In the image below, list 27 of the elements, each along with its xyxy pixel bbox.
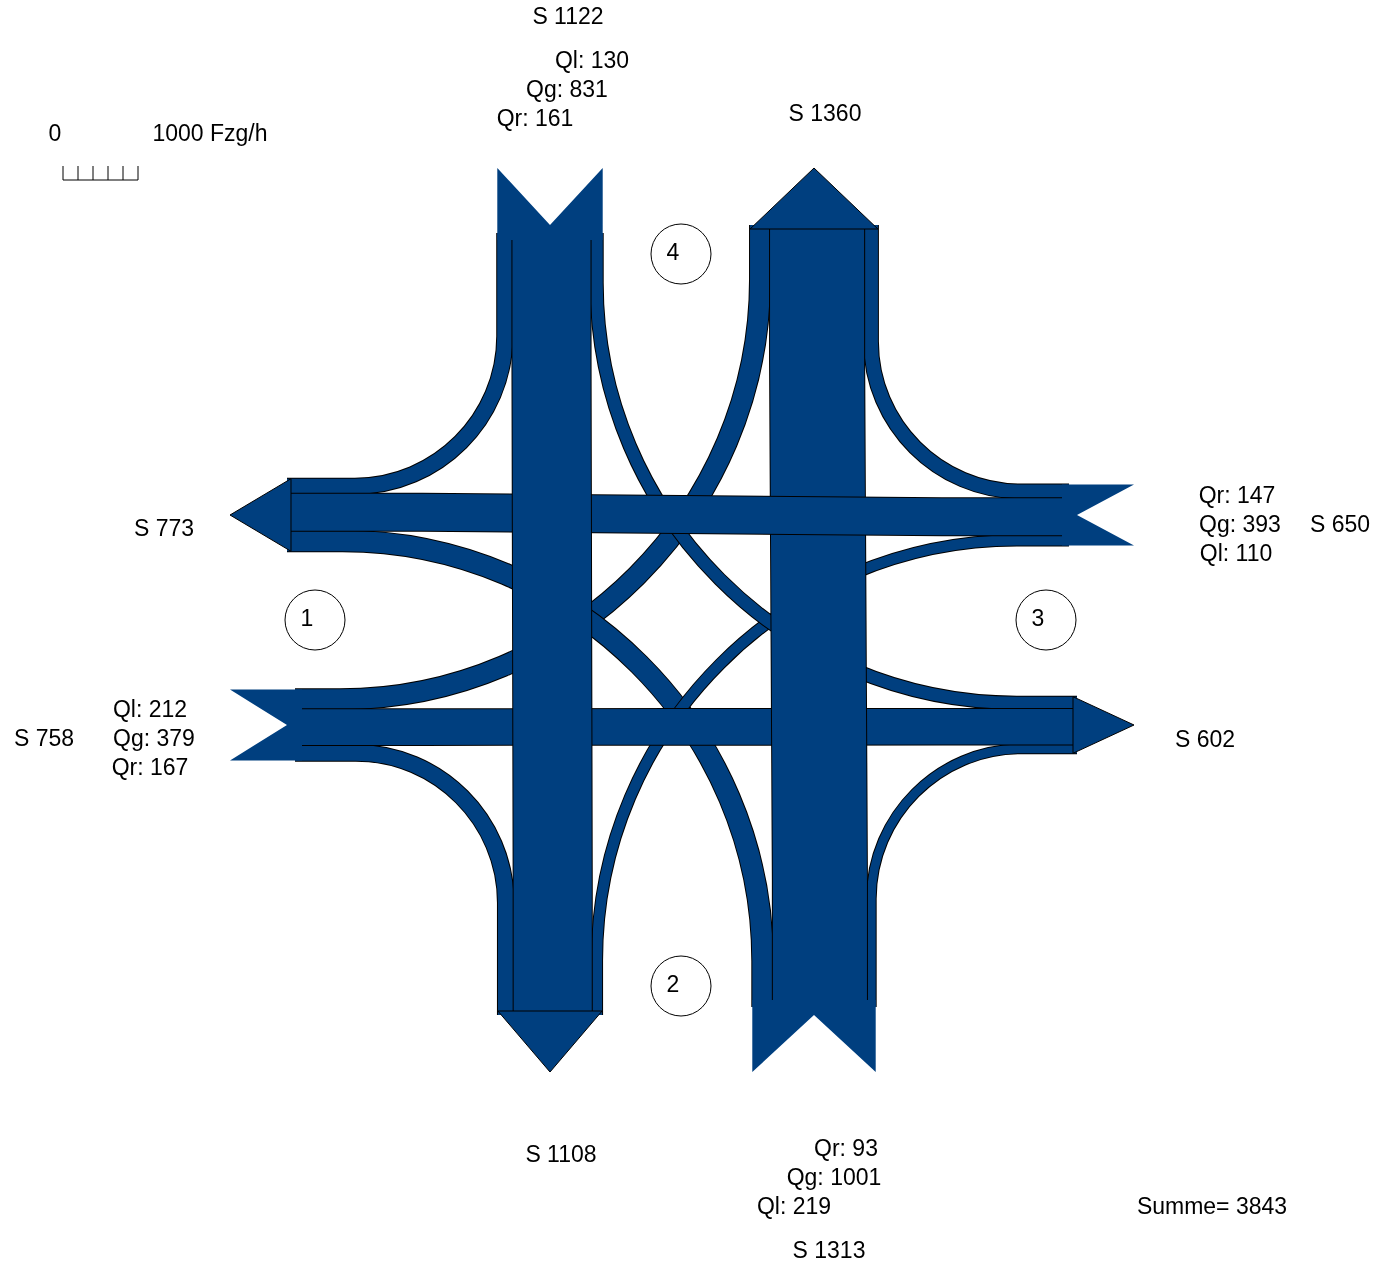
text: S 1108 bbox=[525, 1141, 597, 1168]
category-label: 4 bbox=[666, 239, 680, 266]
data-label: Ql: 110 bbox=[1199, 540, 1273, 567]
category-label: 3 bbox=[1031, 605, 1045, 632]
text: S 1122 bbox=[532, 3, 604, 30]
data-label: Qg: 1001 bbox=[786, 1164, 882, 1191]
text: S 758 bbox=[13, 725, 75, 752]
data-label: Ql: 130 bbox=[554, 47, 630, 74]
text: Summe= 3843 bbox=[1136, 1193, 1288, 1220]
text: S 602 bbox=[1174, 726, 1236, 753]
data-label: Qr: 93 bbox=[814, 1135, 878, 1162]
text: S 1313 bbox=[792, 1237, 866, 1264]
category-label: 1 bbox=[300, 605, 314, 632]
data-label: Ql: 219 bbox=[756, 1193, 832, 1220]
category-label: 2 bbox=[666, 971, 680, 998]
text: S 1360 bbox=[788, 100, 862, 127]
text: 1000 Fzg/h bbox=[152, 120, 268, 147]
text: S 773 bbox=[133, 515, 195, 542]
data-label: Qr: 147 bbox=[1198, 482, 1276, 509]
text: 0 bbox=[48, 120, 62, 147]
text: S 650 bbox=[1309, 511, 1371, 538]
data-label: Qr: 167 bbox=[111, 754, 189, 781]
data-label: Qg: 393 bbox=[1199, 511, 1281, 538]
data-label: Qg: 379 bbox=[113, 725, 195, 752]
data-label: Ql: 212 bbox=[112, 696, 188, 723]
data-label: Qr: 161 bbox=[496, 105, 574, 132]
data-label: Qg: 831 bbox=[526, 76, 608, 103]
